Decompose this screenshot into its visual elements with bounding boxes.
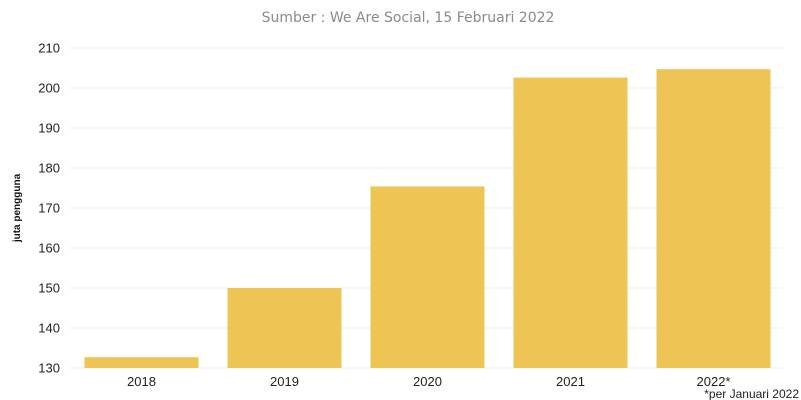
y-tick-label: 200: [38, 81, 60, 96]
y-tick-label: 140: [38, 321, 60, 336]
y-axis-label: juta pengguna: [12, 173, 23, 243]
bar-2021: [513, 77, 628, 368]
bar-2020: [370, 186, 485, 368]
chart-subtitle: Sumber : We Are Social, 15 Februari 2022: [262, 10, 555, 26]
footnote: *per Januari 2022: [704, 387, 799, 400]
y-axis-ticks: 130 140 150 160 170 180 190 200 210: [38, 41, 60, 376]
bar-2019: [227, 288, 342, 368]
x-tick-label: 2022*: [697, 374, 731, 389]
y-tick-label: 190: [38, 121, 60, 136]
x-tick-label: 2020: [413, 374, 442, 389]
y-tick-label: 180: [38, 161, 60, 176]
y-tick-label: 210: [38, 41, 60, 56]
x-tick-label: 2019: [270, 374, 299, 389]
bar-2022: [656, 69, 771, 368]
x-tick-label: 2018: [127, 374, 156, 389]
x-axis-ticks: 2018 2019 2020 2021 2022*: [127, 374, 730, 389]
y-tick-label: 160: [38, 241, 60, 256]
y-tick-label: 150: [38, 281, 60, 296]
x-tick-label: 2021: [556, 374, 585, 389]
bars: [84, 69, 771, 368]
bar-2018: [84, 357, 199, 368]
y-tick-label: 170: [38, 201, 60, 216]
y-tick-label: 130: [38, 361, 60, 376]
